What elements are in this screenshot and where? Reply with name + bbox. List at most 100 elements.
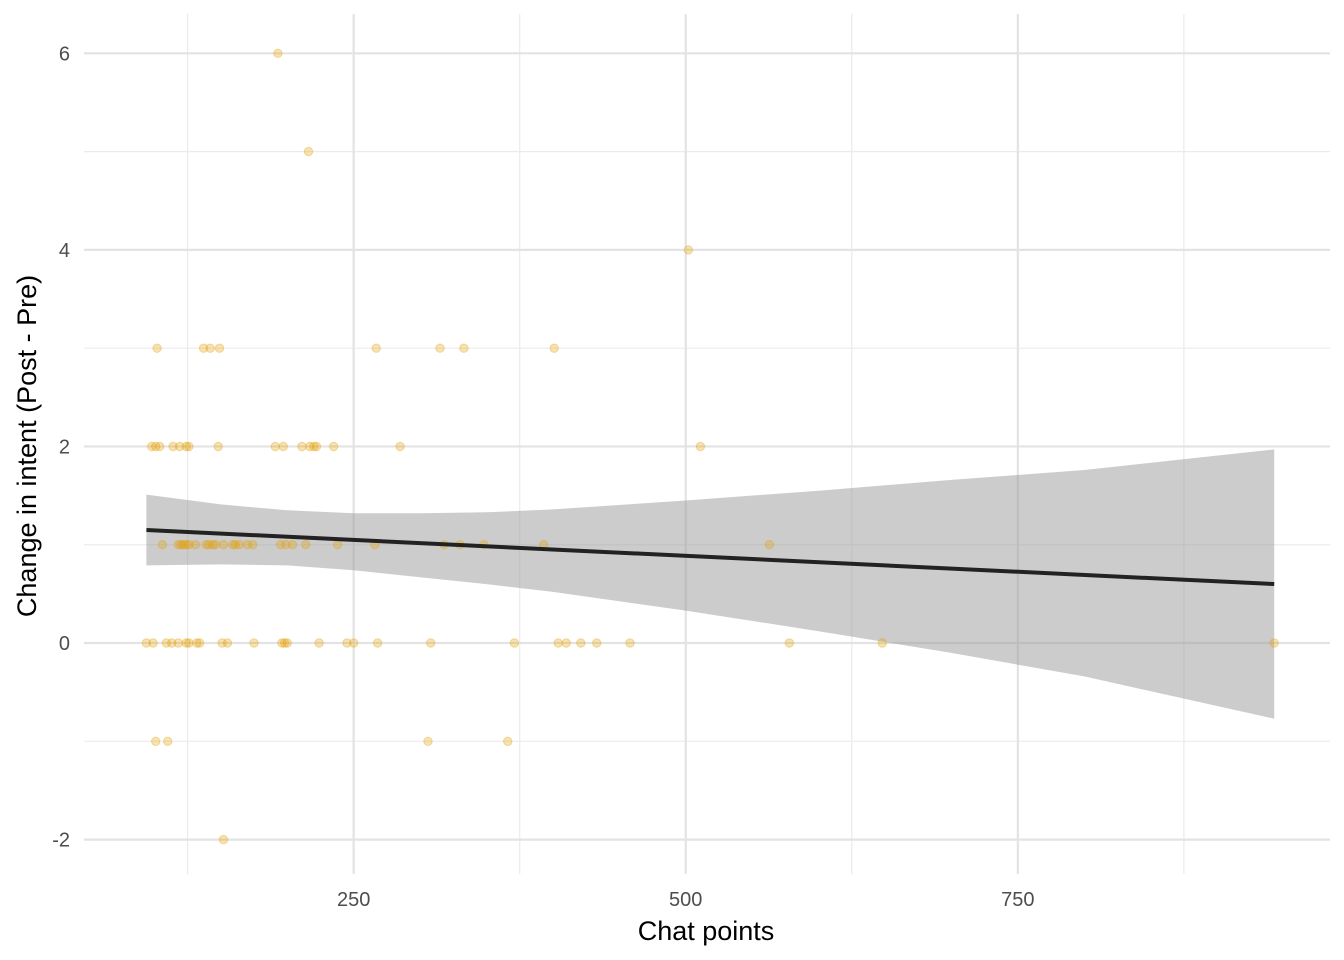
data-point — [141, 638, 152, 648]
data-point — [214, 343, 225, 353]
data-point — [151, 441, 161, 452]
data-point — [303, 146, 314, 157]
data-point — [167, 638, 177, 648]
data-point — [173, 638, 184, 648]
data-point — [178, 540, 189, 550]
data-point — [576, 638, 586, 648]
data-point — [275, 540, 286, 550]
data-point — [305, 441, 315, 452]
y-tick-label: 2 — [59, 436, 70, 458]
data-point — [311, 441, 322, 452]
data-point — [161, 638, 172, 648]
data-point — [301, 540, 311, 550]
data-point — [152, 343, 162, 353]
data-point — [281, 540, 291, 550]
data-point — [228, 540, 238, 550]
data-point — [371, 343, 381, 353]
regression-line — [146, 528, 1275, 587]
y-tick-label: 4 — [59, 240, 70, 262]
data-point — [784, 638, 795, 648]
data-point — [242, 540, 253, 550]
data-point — [1269, 638, 1279, 648]
data-point — [349, 638, 359, 648]
data-point — [309, 441, 319, 452]
data-point — [329, 441, 339, 452]
data-point — [248, 540, 258, 550]
y-axis-title: Change in intent (Post - Pre) — [12, 275, 42, 617]
data-point — [277, 638, 287, 648]
data-point — [395, 441, 405, 452]
data-point — [194, 638, 205, 648]
data-point — [273, 48, 283, 58]
data-point — [155, 441, 165, 452]
data-point — [695, 441, 706, 452]
data-point — [333, 540, 343, 550]
data-point — [198, 343, 209, 353]
x-tick-label: 500 — [669, 889, 702, 911]
data-point — [218, 834, 229, 845]
data-point — [173, 540, 184, 550]
data-point — [249, 638, 259, 648]
data-point — [423, 736, 433, 746]
data-point — [205, 343, 215, 353]
y-tick-label: 0 — [59, 633, 70, 655]
data-point — [181, 638, 192, 648]
data-point — [549, 343, 559, 353]
data-point — [163, 736, 173, 746]
tick-labels: 250 500 750 -2 0 2 4 6 — [52, 43, 1034, 911]
data-point — [459, 343, 469, 353]
data-point — [208, 540, 218, 550]
data-point — [192, 638, 202, 648]
data-point — [278, 441, 288, 452]
data-point — [204, 540, 214, 550]
data-point — [147, 441, 157, 452]
x-tick-label: 750 — [1001, 889, 1034, 911]
data-point — [426, 638, 436, 648]
data-point — [297, 441, 307, 452]
data-point — [764, 540, 775, 550]
data-point — [148, 638, 158, 648]
data-point — [372, 638, 383, 648]
data-point — [625, 638, 635, 648]
data-point — [342, 638, 352, 648]
data-point — [314, 638, 324, 648]
data-point — [184, 540, 194, 550]
data-point — [190, 540, 201, 550]
x-tick-label: 250 — [337, 889, 370, 911]
data-point — [151, 736, 161, 746]
regression-line-layer — [146, 528, 1275, 587]
data-point — [218, 540, 229, 550]
data-point — [174, 441, 185, 452]
y-tick-label: -2 — [52, 830, 70, 852]
y-tick-label: 6 — [59, 43, 70, 65]
data-point — [176, 540, 186, 550]
data-point — [168, 441, 178, 452]
data-point — [592, 638, 602, 648]
data-point — [181, 441, 192, 452]
data-point — [217, 638, 227, 648]
data-point — [279, 638, 290, 648]
data-point — [435, 343, 445, 353]
data-point — [503, 736, 513, 746]
data-point — [184, 441, 194, 452]
data-point — [270, 441, 280, 452]
data-point — [201, 540, 211, 550]
data-point — [282, 638, 292, 648]
data-point — [230, 540, 241, 550]
data-point — [234, 540, 245, 550]
confidence-band-layer — [146, 449, 1275, 719]
data-point — [877, 638, 887, 648]
confidence-band — [146, 449, 1275, 719]
data-point — [683, 245, 694, 255]
data-point — [222, 638, 233, 648]
data-points — [141, 48, 1279, 845]
data-point — [210, 540, 221, 550]
data-point — [157, 540, 168, 550]
data-point — [184, 638, 194, 648]
data-point — [509, 638, 520, 648]
data-point — [553, 638, 563, 648]
data-point — [213, 441, 223, 452]
grid-lines — [84, 14, 1330, 874]
